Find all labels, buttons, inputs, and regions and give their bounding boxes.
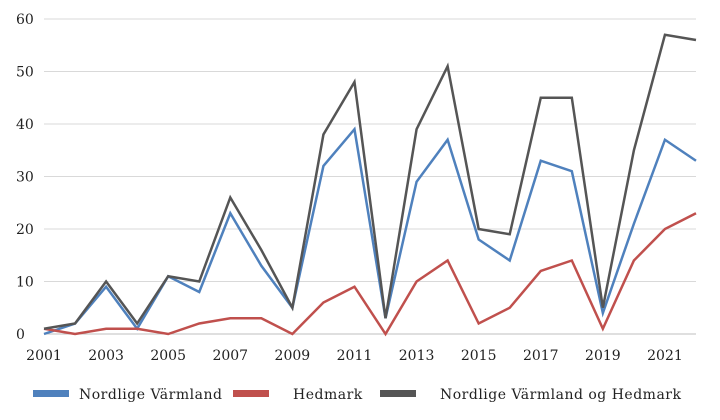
legend-label: Hedmark xyxy=(293,387,363,403)
series-line-2 xyxy=(43,33,697,330)
legend: Nordlige Värmland Hedmark Nordlige Värmlan… xyxy=(33,387,681,403)
x-tick-label: 2001 xyxy=(26,348,62,364)
x-tick-label: 2013 xyxy=(399,348,435,364)
legend-label: Nordlige Värmland xyxy=(79,387,222,403)
series-lines xyxy=(43,33,697,337)
legend-swatch xyxy=(233,390,269,397)
series-line-0 xyxy=(43,126,697,336)
y-tick-label: 10 xyxy=(16,275,34,291)
legend-item-2: Nordlige Värmland og Hedmark xyxy=(380,387,681,403)
x-tick-label: 2011 xyxy=(337,348,373,364)
y-tick-label: 40 xyxy=(16,117,34,133)
x-tick-label: 2003 xyxy=(88,348,124,364)
legend-item-0: Nordlige Värmland xyxy=(33,387,222,403)
y-tick-label: 0 xyxy=(16,327,25,343)
x-tick-label: 2007 xyxy=(212,348,248,364)
y-tick-label: 60 xyxy=(16,12,34,28)
gridlines xyxy=(44,18,696,282)
y-tick-label: 50 xyxy=(16,65,34,81)
x-tick-label: 2017 xyxy=(523,348,559,364)
x-tick-label: 2005 xyxy=(150,348,186,364)
y-tick-label: 20 xyxy=(16,222,34,238)
x-tick-label: 2015 xyxy=(461,348,497,364)
x-tick-label: 2009 xyxy=(275,348,311,364)
legend-swatch xyxy=(33,390,69,397)
y-axis-tick-labels: 0 10 20 30 40 50 60 xyxy=(16,12,34,343)
legend-item-1: Hedmark xyxy=(233,387,363,403)
x-tick-label: 2021 xyxy=(647,348,683,364)
x-axis-tick-labels: 2001 2003 2005 2007 2009 2011 2013 2015 2017 2019… xyxy=(26,348,683,364)
y-tick-label: 30 xyxy=(16,170,34,186)
legend-label: Nordlige Värmland og Hedmark xyxy=(440,387,681,403)
series-line-1 xyxy=(43,212,697,337)
x-tick-label: 2019 xyxy=(585,348,621,364)
legend-swatch xyxy=(380,390,416,397)
